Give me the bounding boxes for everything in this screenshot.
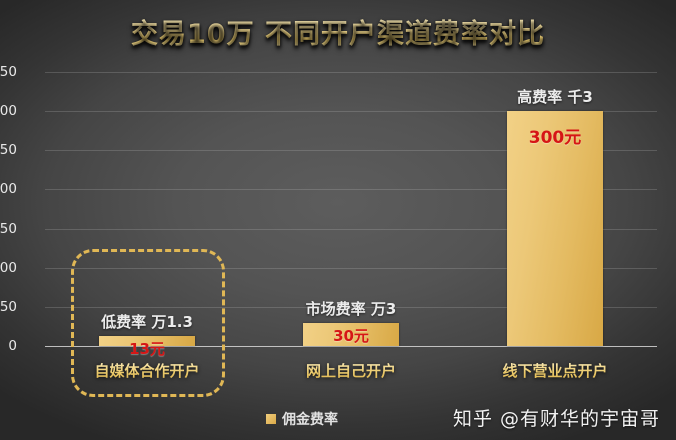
bar-annotation-2: 市场费率 万3 <box>305 299 397 318</box>
gridline <box>45 72 657 73</box>
y-axis-tick-label: 350 <box>0 64 17 80</box>
gridline <box>45 346 657 347</box>
chart-legend: 佣金费率 <box>0 409 676 429</box>
y-axis-tick-label: 250 <box>0 142 17 159</box>
bar-annotation-3: 高费率 千3 <box>517 88 593 107</box>
gridline <box>45 306 657 308</box>
y-axis-tick-label: 100 <box>0 259 17 276</box>
y-axis-tick-label: 200 <box>0 181 17 198</box>
gridline <box>45 150 657 152</box>
y-axis-tick-label: 50 <box>0 298 17 315</box>
y-axis-tick-label: 0 <box>8 338 17 354</box>
category-label-2: 网上自己开户 <box>261 360 441 381</box>
bar-2 <box>303 322 399 346</box>
bar-3 <box>507 111 603 346</box>
chart-title: 交易10万 不同开户渠道费率对比 <box>0 12 676 51</box>
gridline <box>45 111 657 113</box>
legend-swatch-icon <box>266 414 276 424</box>
bar-1 <box>99 335 195 346</box>
bar-annotation-1: 低费率 万1.3 <box>101 312 193 331</box>
gridline <box>45 228 657 230</box>
category-label-3: 线下营业点开户 <box>465 360 645 381</box>
y-axis-tick-label: 150 <box>0 220 17 237</box>
y-axis-tick-label: 300 <box>0 103 17 120</box>
category-label-1: 自媒体合作开户 <box>57 360 237 381</box>
gridline <box>45 189 657 191</box>
watermark: 知乎 @有财华的宇宙哥 <box>452 408 660 430</box>
legend-label: 佣金费率 <box>282 412 338 428</box>
gridline <box>45 267 657 269</box>
